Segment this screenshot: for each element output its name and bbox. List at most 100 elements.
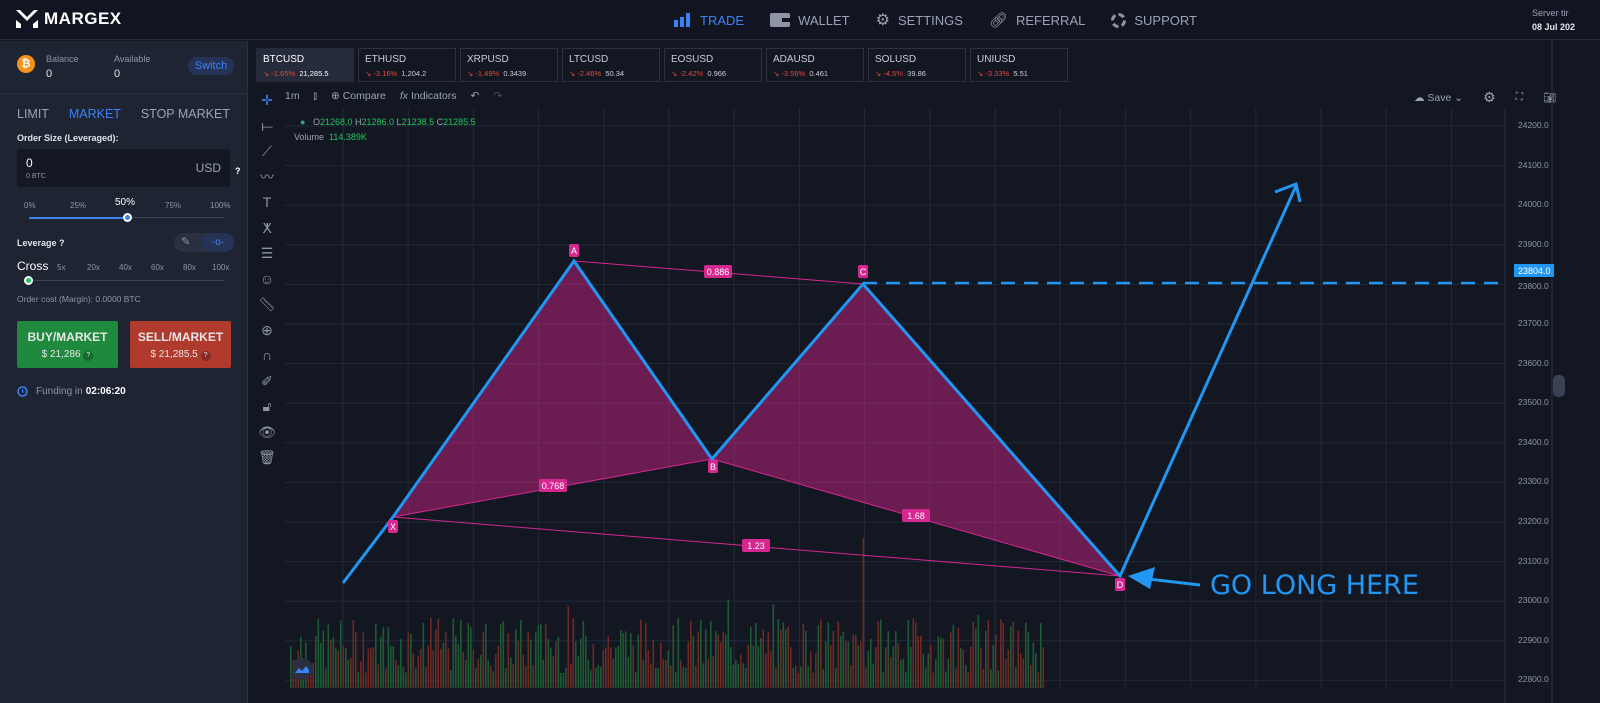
pattern-point-a-bg — [569, 244, 579, 257]
expand-panel-button[interactable] — [1553, 375, 1565, 397]
volume-bar — [860, 641, 862, 688]
fullscreen-icon[interactable]: ⛶ — [1515, 91, 1524, 103]
nav-trade[interactable]: TRADE — [674, 13, 744, 28]
trash-icon[interactable]: 🗑︎ — [258, 449, 276, 465]
ticker-change: -3.16% — [373, 69, 398, 78]
indicators-button[interactable]: fx Indicators — [400, 90, 457, 102]
ticker-eosusd[interactable]: EOSUSD ↘ -2.42% 0.966 — [664, 48, 762, 82]
volume-bar — [720, 642, 722, 688]
volume-bar — [600, 666, 602, 688]
logo[interactable]: MARGEX — [16, 9, 122, 29]
settings-icon[interactable]: ⚙ — [1483, 89, 1496, 105]
ticker-ethusd[interactable]: ETHUSD ↘ -3.16% 1,204.2 — [358, 48, 456, 82]
volume-bar — [870, 638, 872, 688]
pattern-icon[interactable]: 〰 — [260, 168, 274, 185]
tab-stop-market[interactable]: STOP MARKET — [140, 107, 230, 121]
volume-bar — [515, 629, 517, 688]
pattern-point-d-bg — [1115, 578, 1125, 591]
price-tick: 23100.0 — [1518, 555, 1549, 566]
size-slider-handle[interactable] — [122, 213, 132, 222]
compare-button[interactable]: ⊕ Compare — [331, 90, 386, 102]
volume-bar — [937, 636, 940, 688]
volume-bar — [680, 660, 682, 688]
text-icon[interactable]: T — [262, 194, 272, 210]
nav-wallet[interactable]: WALLET — [770, 13, 850, 28]
volume-bar — [940, 637, 942, 688]
switch-button[interactable]: Switch — [188, 57, 234, 75]
help-icon[interactable]: ? — [59, 238, 65, 248]
ticker-xrpusd[interactable]: XRPUSD ↘ -1.49% 0.3439 — [460, 48, 558, 82]
help-icon: ? — [200, 351, 211, 361]
buy-market-button[interactable]: BUY/MARKET $ 21,286 ? — [17, 321, 118, 368]
margex-logo-icon — [16, 10, 38, 28]
lock-icon[interactable]: 🔓︎ — [262, 398, 272, 414]
trend-line-icon[interactable]: ⟋ — [262, 143, 272, 159]
crosshair-icon[interactable]: ✛ — [261, 92, 273, 108]
volume-bar — [745, 667, 747, 688]
interval-button[interactable]: 1m — [285, 90, 300, 102]
annotation-arrow — [1139, 576, 1201, 587]
save-button[interactable]: ☁ Save ⌄ — [1414, 92, 1463, 104]
ruler-icon[interactable]: 📏︎ — [258, 296, 276, 312]
volume-bar — [595, 668, 597, 688]
volume-bar — [922, 653, 925, 688]
currency-label: USD — [195, 161, 221, 175]
volume-bar — [812, 672, 815, 688]
order-size-input[interactable]: 0 0 BTC USD — [17, 149, 230, 187]
volume-bar — [1027, 632, 1030, 688]
volume-bar — [932, 672, 935, 688]
fib-icon[interactable]: ☰ — [260, 245, 274, 261]
tab-market[interactable]: MARKET — [68, 107, 121, 121]
nav-label: WALLET — [798, 12, 850, 28]
volume-bar — [475, 668, 477, 688]
slider-mode-icon[interactable]: -o- — [202, 233, 234, 252]
volume-bar — [495, 654, 497, 688]
help-icon[interactable]: ? — [235, 166, 241, 176]
emoji-icon[interactable]: ☺ — [259, 270, 275, 287]
nav-support[interactable]: SUPPORT — [1111, 12, 1197, 28]
volume-bar — [755, 622, 757, 688]
volume-bar — [627, 657, 630, 688]
sell-market-button[interactable]: SELL/MARKET $ 21,285.5 ? — [130, 321, 231, 368]
price-tick: 23300.0 — [1518, 476, 1549, 487]
funding-timer: Funding in 02:06:20 — [17, 386, 126, 397]
leverage-slider[interactable] — [29, 280, 224, 281]
volume-bar — [535, 631, 537, 688]
lock-drawing-icon[interactable]: ✐ — [261, 372, 273, 389]
leverage-slider-handle[interactable] — [24, 276, 33, 285]
sell-label: SELL/MARKET — [137, 330, 224, 344]
volume-bar — [842, 631, 845, 688]
tab-limit[interactable]: LIMIT — [17, 107, 49, 121]
ticker-solusd[interactable]: SOLUSD ↘ -4.5% 39.86 — [868, 48, 966, 82]
redo-icon[interactable]: ↷ — [493, 90, 503, 102]
volume-bar — [947, 658, 950, 688]
xabcd-pattern-icon[interactable]: ⵅ — [262, 219, 272, 236]
gear-icon: ⚙ — [875, 12, 890, 29]
ticker-uniusd[interactable]: UNIUSD ↘ -3.33% 5.51 — [970, 48, 1068, 82]
volume-bar — [492, 671, 495, 688]
ticker-btcusd[interactable]: BTCUSD ↘ -1.65% 21,285.5 — [256, 48, 354, 82]
eye-icon[interactable]: 👁︎ — [258, 423, 276, 440]
undo-icon[interactable]: ↶ — [470, 90, 480, 102]
camera-icon[interactable]: 📷︎ — [1543, 92, 1557, 104]
pattern-ratio-lines — [392, 260, 1121, 577]
volume-bar — [985, 630, 987, 688]
pencil-icon[interactable]: ✎ — [181, 236, 191, 248]
volume-bar — [322, 630, 325, 688]
nav-referral[interactable]: 🔗︎ REFERRAL — [989, 11, 1085, 29]
ticker-ltcusd[interactable]: LTCUSD ↘ -2.46% 50.34 — [562, 48, 660, 82]
ticker-adausd[interactable]: ADAUSD ↘ -3.56% 0.461 — [766, 48, 864, 82]
candles-icon[interactable]: ⫾ — [313, 89, 317, 102]
volume-bar — [300, 636, 302, 688]
volume-bar — [325, 668, 327, 688]
volume-bar — [687, 641, 690, 688]
nav-settings[interactable]: ⚙ SETTINGS — [876, 10, 963, 30]
volume-bar — [865, 667, 867, 688]
volume-bar — [740, 654, 742, 688]
price-marker: 23804.0 — [1518, 266, 1551, 276]
horizontal-line-icon[interactable]: ⟝ — [261, 117, 273, 134]
volume-bar — [605, 647, 607, 688]
status-dot-icon: ● — [300, 117, 306, 127]
zoom-in-icon[interactable]: ⊕ — [261, 321, 273, 338]
magnet-icon[interactable]: ∩ — [261, 347, 273, 363]
